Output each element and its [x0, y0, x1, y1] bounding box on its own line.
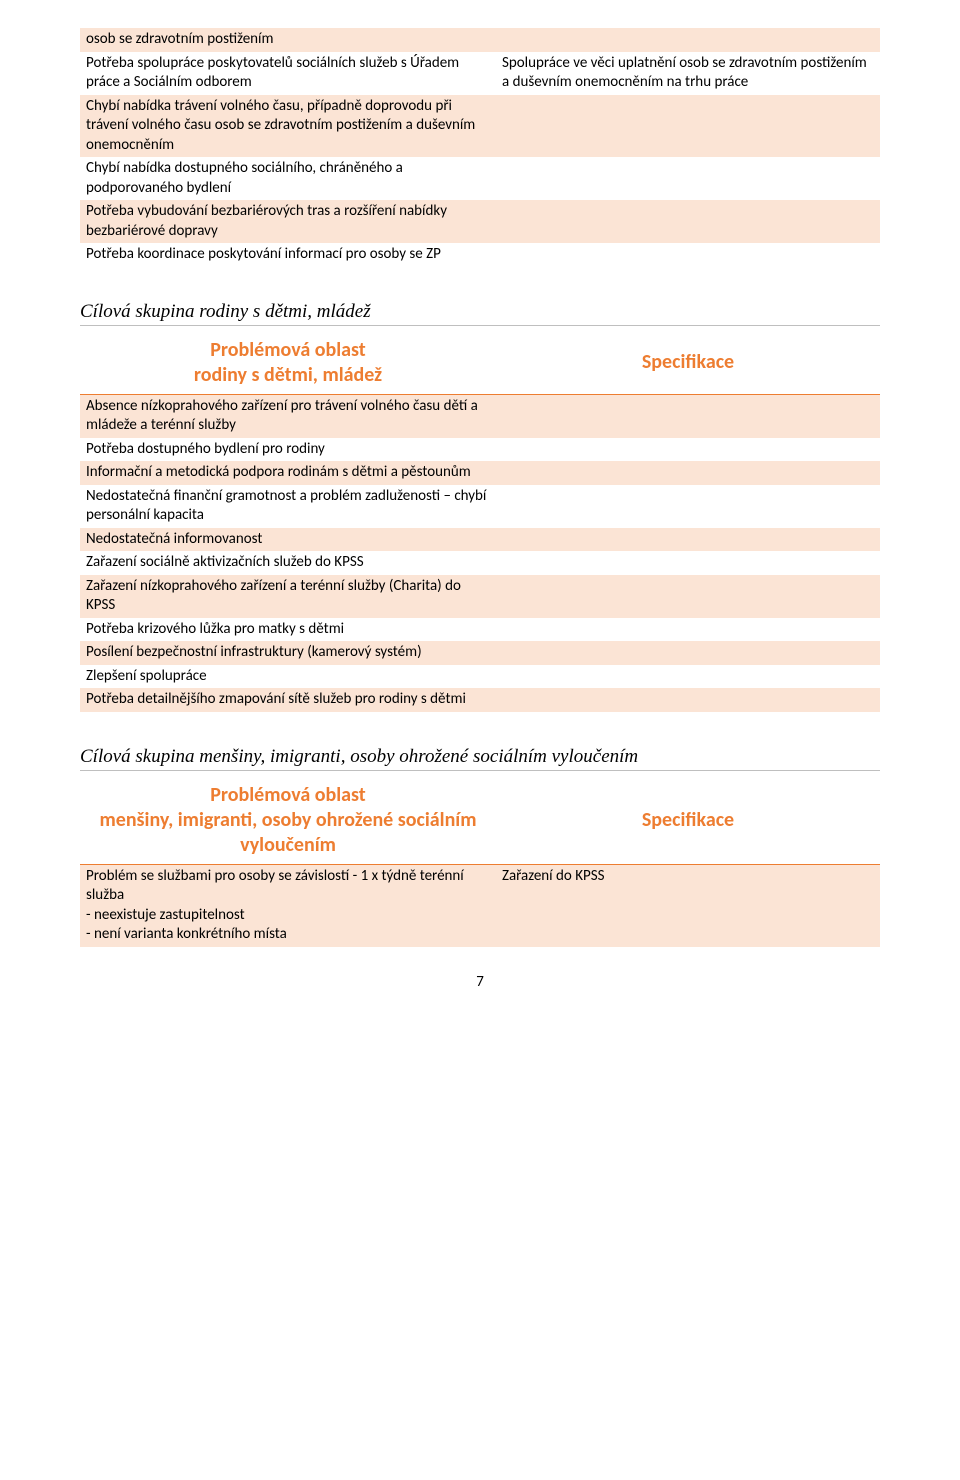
cell-left: Potřeba koordinace poskytování informací… [80, 243, 496, 267]
table-rodiny: Problémová oblastrodiny s dětmi, mládež … [80, 332, 880, 712]
table-row: osob se zdravotním postižením [80, 28, 880, 52]
cell-right [496, 641, 880, 665]
table2-body: Absence nízkoprahového zařízení pro tráv… [80, 394, 880, 712]
cell-left: Problém se službami pro osoby se závislo… [80, 864, 496, 947]
cell-left: Chybí nabídka dostupného sociálního, chr… [80, 157, 496, 200]
table1-body: osob se zdravotním postiženímPotřeba spo… [80, 28, 880, 267]
cell-right [496, 618, 880, 642]
cell-left: osob se zdravotním postižením [80, 28, 496, 52]
table-row: Potřeba detailnějšího zmapování sítě slu… [80, 688, 880, 712]
cell-left: Potřeba krizového lůžka pro matky s dětm… [80, 618, 496, 642]
cell-right [496, 551, 880, 575]
cell-left: Potřeba dostupného bydlení pro rodiny [80, 438, 496, 462]
cell-right [496, 28, 880, 52]
cell-left: Nedostatečná finanční gramotnost a probl… [80, 485, 496, 528]
cell-right [496, 461, 880, 485]
cell-right: Zařazení do KPSS [496, 864, 880, 947]
cell-right [496, 200, 880, 243]
table-row: Posílení bezpečnostní infrastruktury (ka… [80, 641, 880, 665]
header-left-cell: Problémová oblastrodiny s dětmi, mládež [80, 332, 496, 395]
cell-left: Nedostatečná informovanost [80, 528, 496, 552]
table-row: Potřeba dostupného bydlení pro rodiny [80, 438, 880, 462]
cell-left: Absence nízkoprahového zařízení pro tráv… [80, 394, 496, 438]
cell-right [496, 95, 880, 158]
cell-right: Spolupráce ve věci uplatnění osob se zdr… [496, 52, 880, 95]
table-header-row: Problémová oblastrodiny s dětmi, mládež … [80, 332, 880, 395]
cell-left: Zařazení nízkoprahového zařízení a terén… [80, 575, 496, 618]
cell-left: Potřeba spolupráce poskytovatelů sociáln… [80, 52, 496, 95]
table-row: Zlepšení spolupráce [80, 665, 880, 689]
table-row: Potřeba koordinace poskytování informací… [80, 243, 880, 267]
table-row: Chybí nabídka trávení volného času, příp… [80, 95, 880, 158]
table-row: Nedostatečná informovanost [80, 528, 880, 552]
table3-body: Problém se službami pro osoby se závislo… [80, 864, 880, 947]
cell-right [496, 688, 880, 712]
table-row: Potřeba spolupráce poskytovatelů sociáln… [80, 52, 880, 95]
header-left-label: Problémová oblastmenšiny, imigranti, oso… [86, 783, 490, 858]
header-right-label: Specifikace [502, 808, 874, 833]
cell-right [496, 243, 880, 267]
cell-right [496, 485, 880, 528]
table-mensiny: Problémová oblastmenšiny, imigranti, oso… [80, 777, 880, 947]
cell-right [496, 394, 880, 438]
table-row: Nedostatečná finanční gramotnost a probl… [80, 485, 880, 528]
table-zp-continuation: osob se zdravotním postiženímPotřeba spo… [80, 28, 880, 267]
cell-right [496, 157, 880, 200]
table-row: Zařazení nízkoprahového zařízení a terén… [80, 575, 880, 618]
cell-left: Chybí nabídka trávení volného času, příp… [80, 95, 496, 158]
table-row: Absence nízkoprahového zařízení pro tráv… [80, 394, 880, 438]
cell-left: Informační a metodická podpora rodinám s… [80, 461, 496, 485]
table-row: Informační a metodická podpora rodinám s… [80, 461, 880, 485]
page-number: 7 [80, 973, 880, 991]
section-title-mensiny: Cílová skupina menšiny, imigranti, osoby… [80, 746, 880, 771]
cell-left: Potřeba vybudování bezbariérových tras a… [80, 200, 496, 243]
cell-right [496, 528, 880, 552]
table-row: Problém se službami pro osoby se závislo… [80, 864, 880, 947]
cell-right [496, 665, 880, 689]
cell-left: Zařazení sociálně aktivizačních služeb d… [80, 551, 496, 575]
header-left-cell: Problémová oblastmenšiny, imigranti, oso… [80, 777, 496, 865]
header-right-label: Specifikace [502, 350, 874, 375]
cell-left: Zlepšení spolupráce [80, 665, 496, 689]
table-row: Chybí nabídka dostupného sociálního, chr… [80, 157, 880, 200]
table-row: Potřeba krizového lůžka pro matky s dětm… [80, 618, 880, 642]
section-title-rodiny: Cílová skupina rodiny s dětmi, mládež [80, 301, 880, 326]
cell-left: Posílení bezpečnostní infrastruktury (ka… [80, 641, 496, 665]
table-row: Potřeba vybudování bezbariérových tras a… [80, 200, 880, 243]
cell-right [496, 575, 880, 618]
header-left-label: Problémová oblastrodiny s dětmi, mládež [86, 338, 490, 388]
header-right-cell: Specifikace [496, 777, 880, 865]
cell-left: Potřeba detailnějšího zmapování sítě slu… [80, 688, 496, 712]
header-right-cell: Specifikace [496, 332, 880, 395]
table-row: Zařazení sociálně aktivizačních služeb d… [80, 551, 880, 575]
table-header-row: Problémová oblastmenšiny, imigranti, oso… [80, 777, 880, 865]
cell-right [496, 438, 880, 462]
